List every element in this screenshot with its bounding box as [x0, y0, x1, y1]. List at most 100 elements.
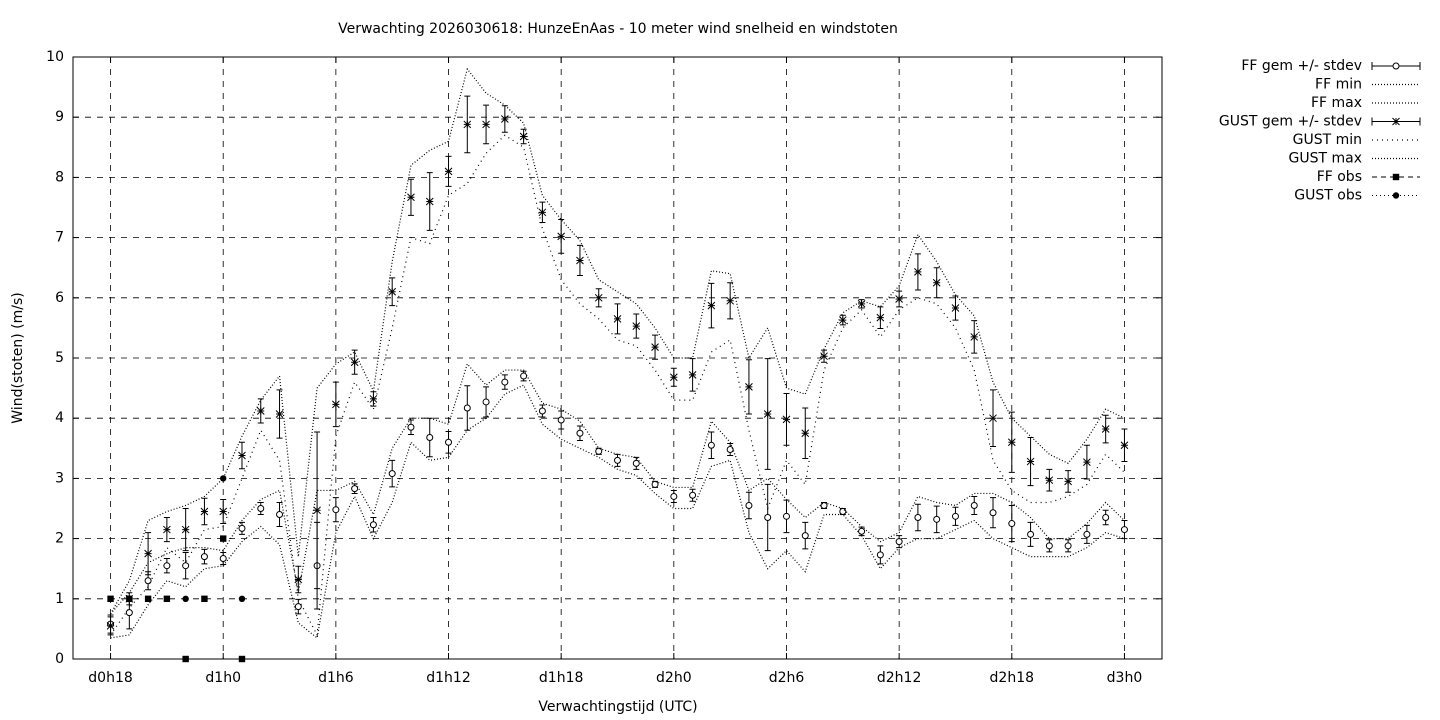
marker: [125, 609, 133, 617]
marker: [857, 299, 866, 308]
marker: [257, 505, 265, 512]
marker: [163, 525, 171, 534]
marker: [426, 433, 434, 441]
y-tick-label: 10: [46, 49, 64, 65]
marker: [144, 577, 152, 585]
marker: [538, 407, 546, 415]
chart-title: Verwachting 2026030618: HunzeEnAas - 10 …: [338, 21, 898, 37]
marker: [219, 554, 227, 562]
marker: [163, 562, 171, 570]
marker: [632, 459, 640, 467]
marker: [332, 506, 340, 514]
marker: [294, 603, 302, 611]
marker: [782, 512, 790, 520]
marker: [782, 415, 791, 424]
marker: [970, 333, 979, 341]
marker: [970, 501, 978, 509]
x-tick-label: d3h0: [1107, 670, 1143, 686]
marker: [445, 438, 453, 446]
y-tick-label: 3: [55, 470, 64, 486]
marker: [838, 316, 847, 324]
marker: [595, 447, 603, 455]
y-tick-label: 9: [55, 109, 64, 125]
marker: [557, 416, 565, 424]
marker: [932, 278, 941, 287]
marker: [220, 475, 227, 482]
marker: [989, 509, 997, 517]
marker: [669, 373, 678, 382]
y-tick-label: 5: [55, 350, 64, 366]
marker: [1120, 441, 1129, 450]
x-tick-label: d2h0: [656, 670, 692, 686]
marker: [1008, 520, 1016, 528]
marker: [801, 429, 810, 438]
marker: [182, 562, 190, 570]
marker: [313, 506, 321, 515]
marker: [201, 595, 208, 602]
marker: [670, 492, 678, 500]
legend-label: FF max: [1311, 95, 1362, 111]
marker: [238, 595, 246, 602]
marker: [538, 208, 547, 217]
legend-marker: [1392, 192, 1400, 199]
legend-label: GUST obs: [1294, 188, 1362, 204]
marker: [463, 120, 472, 129]
marker: [369, 395, 378, 403]
marker: [220, 535, 227, 542]
marker: [1083, 530, 1091, 538]
marker: [1120, 526, 1128, 534]
marker: [219, 507, 228, 516]
marker: [144, 595, 152, 602]
x-tick-label: d2h18: [990, 670, 1034, 686]
marker: [933, 515, 941, 523]
marker: [726, 446, 734, 454]
y-tick-label: 7: [55, 230, 64, 246]
marker: [182, 655, 189, 663]
marker: [407, 423, 415, 431]
marker: [764, 514, 772, 522]
y-tick-label: 2: [55, 531, 64, 547]
marker: [463, 404, 471, 412]
marker: [294, 575, 303, 584]
legend-label: FF min: [1315, 77, 1362, 93]
marker: [388, 470, 396, 478]
marker: [895, 538, 903, 546]
x-tick-label: d2h12: [877, 670, 921, 686]
marker: [651, 343, 659, 352]
marker: [351, 485, 359, 493]
x-tick-label: d1h12: [426, 670, 470, 686]
marker: [238, 524, 246, 532]
y-tick-label: 1: [55, 591, 64, 607]
marker: [501, 378, 509, 386]
marker: [594, 293, 603, 302]
legend-label: FF obs: [1317, 169, 1362, 185]
marker: [182, 595, 189, 602]
legend-label: GUST min: [1293, 132, 1362, 148]
marker: [914, 514, 922, 522]
marker: [876, 313, 885, 322]
marker: [1045, 476, 1054, 485]
marker: [107, 595, 114, 602]
marker: [163, 595, 171, 602]
legend-label: FF gem +/- stdev: [1241, 58, 1362, 74]
marker: [500, 115, 509, 123]
envelope-line: [110, 134, 1125, 638]
y-tick-label: 6: [55, 290, 64, 306]
marker: [763, 410, 772, 418]
x-tick-label: d0h18: [88, 670, 132, 686]
marker: [820, 352, 828, 361]
marker: [144, 549, 152, 558]
y-tick-label: 0: [55, 651, 64, 667]
legend-marker: [1392, 62, 1400, 70]
marker: [576, 256, 584, 265]
legend-label: GUST max: [1289, 151, 1363, 167]
x-tick-label: d1h0: [205, 670, 241, 686]
marker: [444, 167, 453, 176]
marker: [1045, 542, 1053, 550]
marker: [614, 456, 621, 464]
marker: [1102, 514, 1110, 522]
legend-label: GUST gem +/- stdev: [1219, 114, 1362, 130]
marker: [1083, 458, 1091, 466]
